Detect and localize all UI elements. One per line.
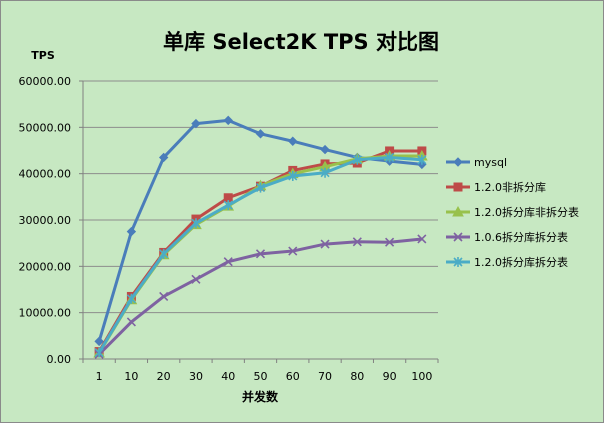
legend-label: mysql <box>474 156 507 169</box>
data-point <box>385 152 395 163</box>
data-point <box>223 200 233 211</box>
data-point <box>385 237 395 247</box>
legend-label: 1.2.0拆分库拆分表 <box>474 255 568 269</box>
x-tick-label: 40 <box>221 370 235 383</box>
y-tick-label: 40000.00 <box>19 168 72 181</box>
data-point <box>352 237 362 247</box>
legend-marker <box>452 205 464 217</box>
y-tick-label: 0.00 <box>47 353 72 366</box>
legend-item: 1.2.0拆分库非拆分表 <box>446 205 579 219</box>
legend-label: 1.0.6拆分库拆分表 <box>474 230 568 244</box>
legend-label: 1.2.0非拆分库 <box>474 180 546 194</box>
x-axis-title: 并发数 <box>242 389 279 404</box>
data-point <box>288 170 298 181</box>
data-point <box>320 144 330 155</box>
gridlines <box>83 80 438 314</box>
data-point <box>159 291 169 302</box>
data-point <box>191 118 201 129</box>
x-tick-label: 10 <box>124 370 138 383</box>
x-tick-label: 90 <box>383 370 397 383</box>
x-tick-label: 50 <box>254 370 268 383</box>
legend-marker <box>453 182 463 192</box>
data-point <box>191 274 201 284</box>
x-tick-label: 70 <box>318 370 332 383</box>
legend-item: 1.0.6拆分库拆分表 <box>446 230 568 244</box>
data-point <box>94 347 104 358</box>
y-tick-label: 30000.00 <box>19 214 72 227</box>
legend-marker <box>453 232 463 242</box>
legend-marker <box>453 257 463 267</box>
data-point <box>288 246 298 256</box>
data-point <box>126 293 136 304</box>
legend: mysql 1.2.0非拆分库 1.2.0拆分库非拆分表 1.0.6拆分库拆分表 1.2… <box>446 156 579 269</box>
series-lines <box>93 115 428 359</box>
series-line <box>98 237 423 356</box>
legend-marker <box>453 157 463 167</box>
data-point <box>159 248 169 259</box>
data-point <box>320 239 330 249</box>
data-point <box>191 218 201 229</box>
x-tick-label: 20 <box>157 370 171 383</box>
x-tick-label: 1 <box>96 370 103 383</box>
data-point <box>320 167 330 178</box>
data-point <box>352 154 362 165</box>
axes: 0.00 10000.00 20000.00 30000.00 40000.00 5000… <box>19 75 439 383</box>
legend-label: 1.2.0拆分库非拆分表 <box>474 205 579 219</box>
data-point <box>223 115 233 126</box>
y-tick-label: 10000.00 <box>19 307 72 320</box>
x-tick-label: 100 <box>411 370 432 383</box>
legend-item: mysql <box>446 156 507 169</box>
data-point <box>417 154 427 165</box>
y-axis-unit-label: TPS <box>31 49 55 62</box>
x-tick-label: 30 <box>189 370 203 383</box>
series-4 <box>94 234 427 359</box>
data-point <box>158 152 169 163</box>
chart-title: 单库 Select2K TPS 对比图 <box>163 30 439 54</box>
y-tick-label: 50000.00 <box>19 121 72 134</box>
legend-item: 1.2.0拆分库拆分表 <box>446 255 568 269</box>
data-point <box>255 182 266 193</box>
series-5 <box>94 152 427 358</box>
y-tick-label: 20000.00 <box>19 260 72 273</box>
data-point <box>94 336 104 347</box>
y-tick-label: 60000.00 <box>19 75 72 88</box>
series-2 <box>94 146 427 357</box>
legend-item: 1.2.0非拆分库 <box>446 180 546 194</box>
data-point <box>255 249 266 259</box>
data-point <box>126 226 137 237</box>
x-tick-label: 60 <box>286 370 300 383</box>
data-point <box>223 257 233 267</box>
data-point <box>288 136 298 146</box>
data-point <box>126 317 136 327</box>
data-point <box>255 129 266 139</box>
data-point <box>417 234 427 244</box>
x-tick-label: 80 <box>350 370 364 383</box>
